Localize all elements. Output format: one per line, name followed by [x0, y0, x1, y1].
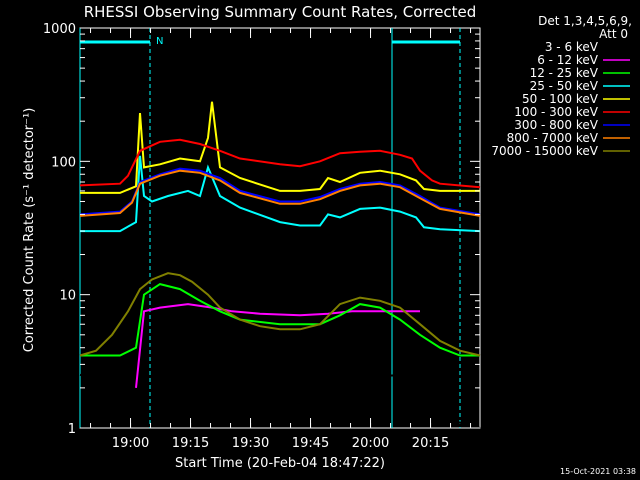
series-line-0	[79, 339, 481, 429]
legend-entry-label: 25 - 50 keV	[530, 79, 599, 93]
legend-entry-label: 12 - 25 keV	[530, 66, 599, 80]
y-tick-label: 1000	[43, 22, 76, 37]
x-tick-label: 19:15	[172, 436, 209, 451]
y-tick-label: 100	[51, 155, 76, 170]
x-axis-label: Start Time (20-Feb-04 18:47:22)	[175, 456, 385, 471]
x-tick-label: 19:00	[112, 436, 149, 451]
x-tick-label: 20:15	[412, 436, 449, 451]
footer-timestamp: 15-Oct-2021 03:38	[560, 467, 636, 476]
x-tick-label: 19:30	[232, 436, 269, 451]
y-tick-label: 10	[59, 289, 76, 304]
series-line-7	[79, 169, 481, 217]
legend-entry-label: 50 - 100 keV	[522, 92, 599, 106]
series-line-5	[79, 138, 481, 189]
chart-title: RHESSI Observing Summary Count Rates, Co…	[84, 3, 477, 21]
x-tick-label: 20:00	[352, 436, 389, 451]
legend-entry-label: 7000 - 15000 keV	[491, 144, 598, 158]
y-axis-label: Corrected Count Rate (s⁻¹ detector⁻¹)	[22, 108, 37, 353]
x-tick-label: 19:45	[292, 436, 329, 451]
legend-entry-label: 300 - 800 keV	[514, 118, 598, 132]
series-line-6	[79, 167, 481, 216]
legend-entry-label: 800 - 7000 keV	[507, 131, 599, 145]
y-tick-label: 1	[68, 422, 76, 437]
series-line-3	[80, 155, 481, 233]
night-annotation: N	[156, 36, 163, 47]
series-line-1	[135, 303, 420, 389]
series-line-2	[80, 283, 480, 357]
legend-entry-label: 3 - 6 keV	[545, 40, 599, 54]
legend-header-line-1: Det 1,3,4,5,6,9,	[538, 14, 632, 28]
legend-header-line-2: Att 0	[599, 27, 628, 41]
legend-entry-label: 100 - 300 keV	[514, 105, 598, 119]
series-line-8	[79, 272, 481, 357]
series-layer: N	[79, 28, 481, 429]
axes-layer: 1 10 100 1000 19:00 19:15 19:30 19:45 20:00 20:15	[43, 22, 480, 451]
legend-entry-label: 6 - 12 keV	[537, 53, 599, 67]
series-line-4	[80, 101, 480, 194]
